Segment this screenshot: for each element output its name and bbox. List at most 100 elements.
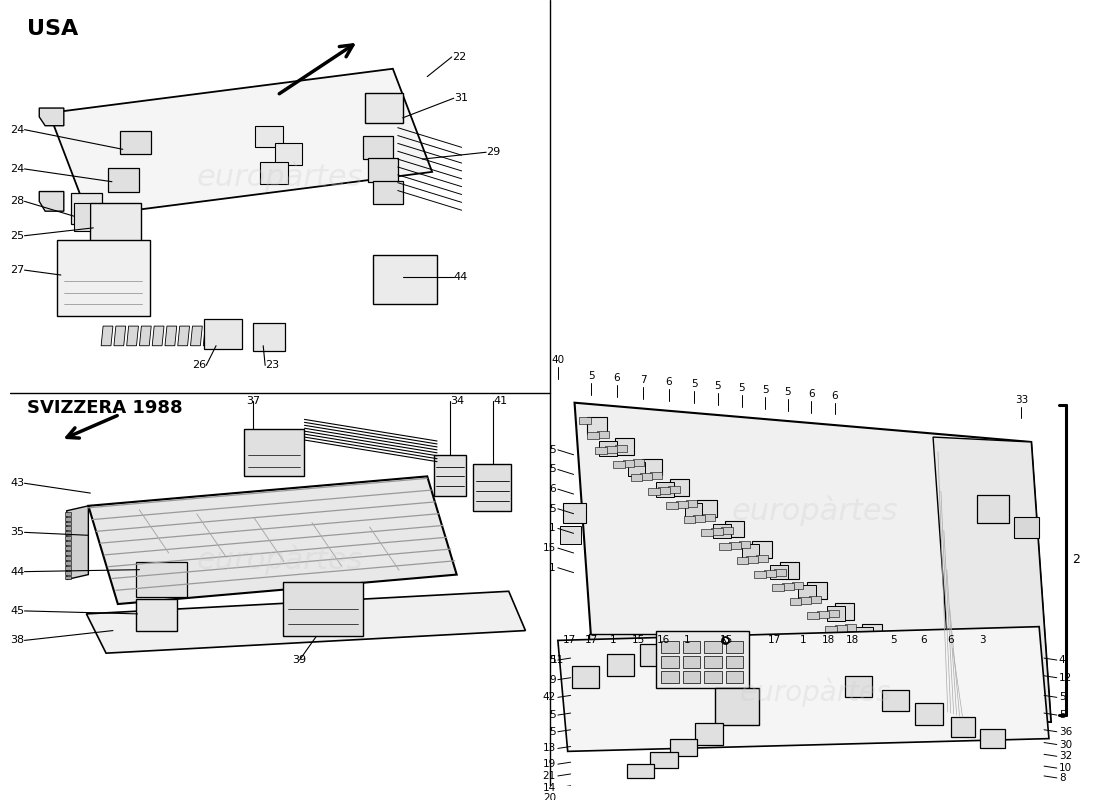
- Bar: [580, 418, 592, 424]
- Bar: [590, 634, 707, 682]
- Polygon shape: [152, 326, 164, 346]
- Bar: [711, 658, 738, 680]
- Bar: [65, 531, 70, 535]
- Text: 10: 10: [1059, 763, 1071, 773]
- Bar: [630, 474, 642, 482]
- Bar: [905, 680, 917, 686]
- Text: 43: 43: [10, 478, 24, 488]
- Bar: [800, 597, 812, 604]
- Bar: [365, 94, 403, 122]
- Polygon shape: [204, 326, 216, 346]
- Bar: [738, 541, 750, 548]
- Text: 6: 6: [614, 373, 620, 383]
- Bar: [647, 660, 664, 678]
- Text: 19: 19: [542, 759, 556, 769]
- Bar: [261, 162, 288, 184]
- Bar: [882, 690, 910, 711]
- Text: 5: 5: [549, 710, 556, 720]
- Bar: [65, 546, 70, 550]
- Text: europàrtes: europàrtes: [197, 162, 363, 192]
- Bar: [656, 630, 749, 687]
- Bar: [860, 653, 872, 660]
- Polygon shape: [74, 203, 90, 231]
- Polygon shape: [114, 326, 125, 346]
- Polygon shape: [190, 326, 202, 346]
- Bar: [741, 544, 759, 559]
- Bar: [757, 555, 768, 562]
- Text: 33: 33: [1015, 394, 1028, 405]
- Bar: [870, 652, 882, 659]
- Text: 28: 28: [10, 196, 24, 206]
- Text: 7: 7: [640, 375, 647, 385]
- Bar: [719, 543, 730, 550]
- Bar: [726, 656, 744, 668]
- Text: 26: 26: [192, 360, 206, 370]
- Bar: [675, 501, 688, 508]
- Text: 3: 3: [979, 635, 986, 646]
- Text: 12: 12: [1059, 673, 1072, 682]
- Bar: [661, 671, 679, 682]
- Bar: [845, 676, 872, 698]
- Bar: [933, 693, 945, 699]
- Text: USA: USA: [28, 19, 79, 39]
- Bar: [120, 130, 151, 154]
- Bar: [917, 665, 937, 682]
- Bar: [704, 642, 722, 653]
- Bar: [862, 624, 882, 640]
- Text: 22: 22: [452, 52, 466, 62]
- Bar: [697, 500, 717, 517]
- Text: 45: 45: [10, 606, 24, 616]
- Text: 39: 39: [293, 655, 307, 665]
- Text: 18: 18: [822, 635, 835, 646]
- Bar: [726, 671, 744, 682]
- Text: 5: 5: [1059, 710, 1066, 720]
- Text: 29: 29: [486, 147, 500, 158]
- Bar: [243, 430, 305, 476]
- Bar: [65, 536, 70, 540]
- Bar: [737, 557, 748, 564]
- Text: 34: 34: [450, 396, 464, 406]
- Bar: [597, 431, 609, 438]
- Text: 5: 5: [715, 381, 722, 391]
- Bar: [65, 566, 70, 570]
- Bar: [65, 526, 70, 530]
- Bar: [650, 473, 662, 479]
- Text: 44: 44: [453, 272, 468, 282]
- Bar: [684, 503, 702, 518]
- Bar: [65, 517, 70, 521]
- Text: 13: 13: [542, 743, 556, 754]
- Bar: [65, 512, 70, 516]
- Text: 5: 5: [762, 385, 769, 395]
- Polygon shape: [140, 326, 151, 346]
- Bar: [368, 158, 398, 182]
- Bar: [747, 556, 758, 563]
- Polygon shape: [101, 326, 113, 346]
- Bar: [253, 323, 285, 350]
- Text: 31: 31: [453, 94, 468, 103]
- Text: 6: 6: [808, 389, 815, 398]
- Bar: [915, 678, 927, 686]
- Text: 41: 41: [493, 396, 507, 406]
- Bar: [725, 521, 745, 538]
- Bar: [940, 707, 953, 714]
- Text: 37: 37: [246, 396, 261, 406]
- Bar: [843, 639, 855, 646]
- Bar: [772, 585, 784, 591]
- Text: 35: 35: [11, 527, 24, 538]
- Bar: [595, 447, 607, 454]
- Bar: [600, 441, 617, 456]
- Bar: [607, 654, 635, 676]
- Polygon shape: [50, 69, 432, 216]
- Bar: [856, 626, 873, 642]
- Text: europàrtes: europàrtes: [732, 495, 899, 526]
- Bar: [862, 638, 874, 644]
- Bar: [70, 193, 102, 224]
- Text: 5: 5: [891, 635, 898, 646]
- Bar: [790, 598, 802, 605]
- Text: 9: 9: [549, 674, 556, 685]
- Bar: [656, 482, 674, 497]
- Text: 21: 21: [542, 771, 556, 781]
- Polygon shape: [40, 191, 64, 211]
- Text: 17: 17: [584, 635, 598, 646]
- Bar: [835, 603, 855, 620]
